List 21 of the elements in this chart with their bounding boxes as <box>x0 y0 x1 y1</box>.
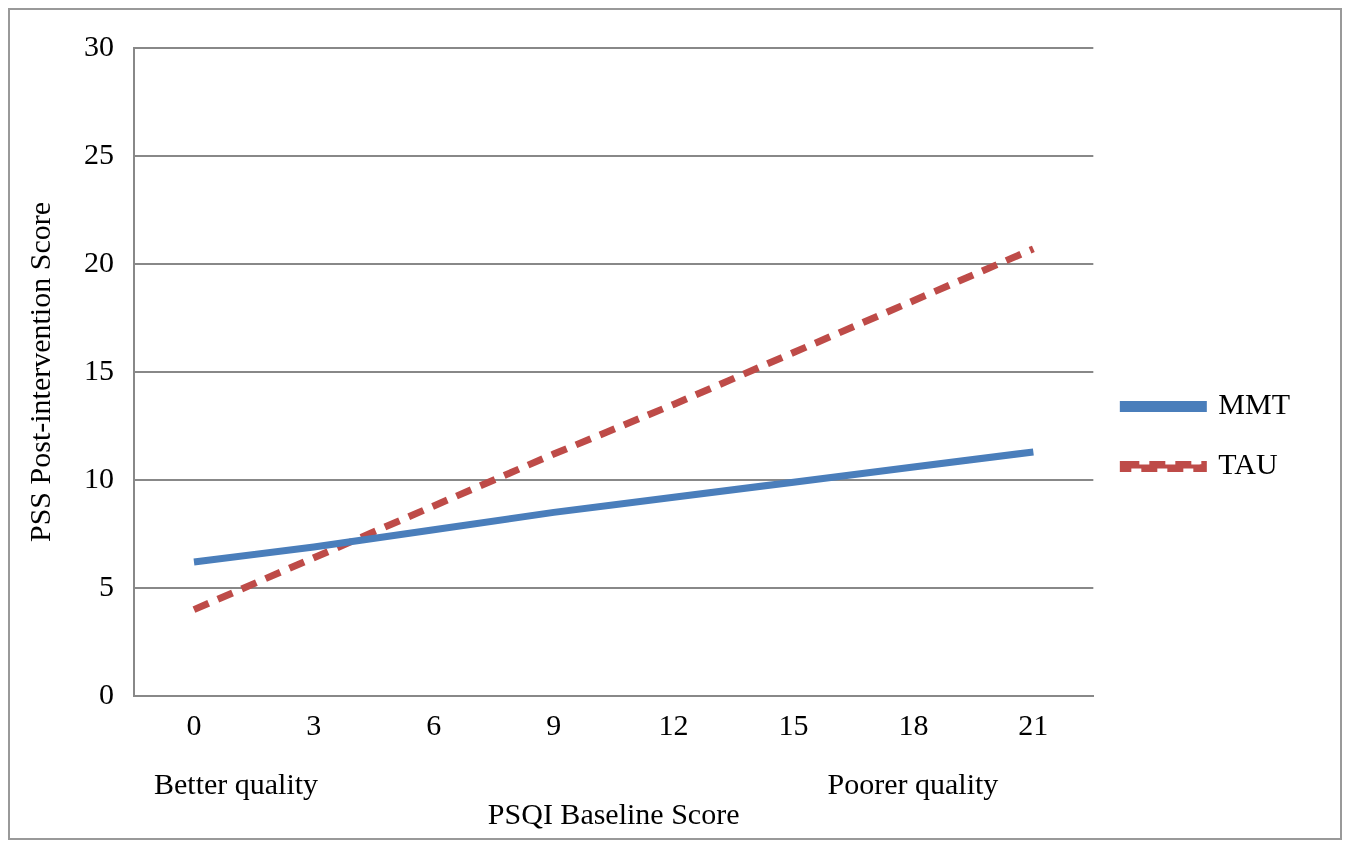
x-tick-label: 3 <box>306 707 322 741</box>
x-axis-title: PSQI Baseline Score <box>487 796 740 830</box>
y-tick-label: 10 <box>84 460 114 494</box>
x-tick-label: 21 <box>1018 707 1049 741</box>
x-tick-label: 12 <box>658 707 689 741</box>
y-tick-label: 20 <box>84 244 114 278</box>
legend-label: TAU <box>1218 447 1278 481</box>
y-tick-label: 0 <box>99 676 114 710</box>
x-tick-label: 15 <box>778 707 809 741</box>
y-tick-label: 30 <box>84 28 114 62</box>
x-tick-label: 9 <box>546 707 562 741</box>
y-tick-label: 15 <box>84 352 114 386</box>
y-axis-title: PSS Post-intervention Score <box>22 201 56 543</box>
text: Poorer quality <box>827 766 999 800</box>
legend-label: MMT <box>1218 387 1291 421</box>
y-tick-label: 5 <box>99 568 114 602</box>
x-tick-label: 18 <box>898 707 929 741</box>
text: Better quality <box>154 766 319 800</box>
x-tick-label: 6 <box>426 707 442 741</box>
x-tick-label: 0 <box>186 707 202 741</box>
y-tick-label: 25 <box>84 136 114 170</box>
